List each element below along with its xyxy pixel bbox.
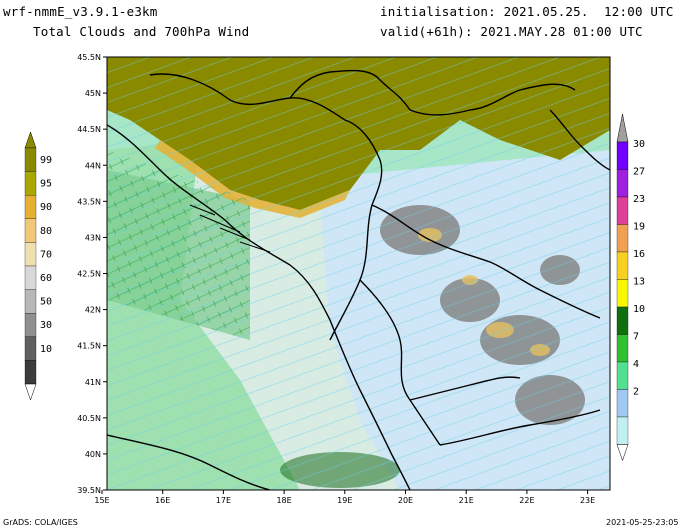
islands [189, 204, 271, 253]
colorbar-segment [616, 361, 629, 390]
lon-label: 16E [155, 496, 170, 505]
colorbar-segment [616, 169, 629, 198]
right-colorbar-label: 4 [633, 359, 639, 370]
lat-label: 40.5N [77, 414, 101, 423]
left-colorbar-label: 60 [40, 273, 52, 284]
footer-credit: GrADS: COLA/IGES [3, 518, 78, 527]
colorbar-bottom-arrow [24, 383, 37, 401]
right-colorbar-label: 19 [633, 222, 645, 233]
lon-label: 23E [580, 496, 595, 505]
lat-label: 44.5N [77, 125, 101, 134]
colorbar-segment [616, 306, 629, 335]
colorbar-segment [616, 224, 629, 253]
colorbar-segment [24, 289, 37, 314]
colorbar-segment [24, 265, 37, 290]
colorbar-segment [616, 416, 629, 445]
lat-label: 41.5N [77, 342, 101, 351]
lat-label: 43.5N [77, 197, 101, 206]
lon-label: 17E [216, 496, 231, 505]
left-colorbar-label: 10 [40, 344, 52, 355]
lat-label: 42N [85, 306, 101, 315]
right-colorbar-label: 7 [633, 332, 639, 343]
colorbar-segment [24, 336, 37, 361]
lat-label: 43N [85, 233, 101, 242]
left-colorbar-label: 95 [40, 179, 52, 190]
left-colorbar-label: 50 [40, 297, 52, 308]
colorbar-segment [616, 389, 629, 418]
lon-label: 19E [337, 496, 352, 505]
longitude-axis: 15E 16E 17E 18E 19E 20E 21E 22E 23E [94, 490, 595, 505]
right-colorbar-label: 13 [633, 277, 645, 288]
left-colorbar-label: 90 [40, 202, 52, 213]
colorbar-segment [616, 251, 629, 280]
right-colorbar-label: 30 [633, 139, 645, 150]
colorbar-bottom-arrow [616, 444, 629, 462]
lon-label: 20E [398, 496, 413, 505]
lon-label: 21E [459, 496, 474, 505]
lon-label: 15E [94, 496, 109, 505]
right-colorbar-label: 27 [633, 167, 645, 178]
right-colorbar-label: 16 [633, 249, 645, 260]
plot-area [107, 57, 610, 490]
lat-label: 44N [85, 161, 101, 170]
model-title: wrf-nmmE_v3.9.1-e3km [3, 4, 158, 19]
right-colorbar-label: 23 [633, 194, 645, 205]
right-colorbar-label: 2 [633, 387, 639, 398]
colorbar-segment [24, 218, 37, 243]
colorbar-top-arrow [24, 131, 37, 149]
colorbar-segment [616, 196, 629, 225]
left-colorbar-label: 99 [40, 155, 52, 166]
lat-label: 45N [85, 89, 101, 98]
left-colorbar: 99 95 90 80 70 60 50 30 10 [24, 131, 52, 401]
lon-label: 18E [276, 496, 291, 505]
product-title: Total Clouds and 700hPa Wind [33, 24, 250, 39]
left-colorbar-label: 30 [40, 320, 52, 331]
wind-barbs-west [107, 150, 250, 340]
colorbar-segment [24, 313, 37, 337]
colorbar-segment [24, 171, 37, 196]
colorbar-segment [24, 147, 37, 172]
lat-label: 45.5N [77, 53, 101, 62]
left-colorbar-label: 70 [40, 249, 52, 260]
colorbar-segment [24, 360, 37, 385]
latitude-axis: 45.5N 45N 44.5N 44N 43.5N 43N 42.5N 42N 41.5N 41N… [77, 53, 107, 495]
colorbar-segment [616, 279, 629, 308]
lat-label: 39.5N [77, 486, 101, 495]
right-colorbar-label: 10 [633, 304, 645, 315]
colorbar-segment [616, 141, 629, 170]
valid-time: valid(+61h): 2021.MAY.28 01:00 UTC [380, 24, 643, 39]
colorbar-segment [616, 334, 629, 363]
colorbar-top-arrow [616, 113, 629, 143]
right-colorbar: 30 27 23 19 16 13 10 7 4 2 [616, 113, 645, 462]
colorbar-segment [24, 195, 37, 219]
initialisation-time: initialisation: 2021.05.25. 12:00 UTC [380, 4, 674, 19]
colorbar-segment [24, 242, 37, 267]
left-colorbar-label: 80 [40, 226, 52, 237]
lat-label: 42.5N [77, 270, 101, 279]
coastlines-borders [107, 69, 610, 490]
lat-label: 40N [85, 450, 101, 459]
lon-label: 22E [519, 496, 534, 505]
lat-label: 41N [85, 378, 101, 387]
footer-timestamp: 2021-05-25-23:05 [606, 518, 679, 527]
